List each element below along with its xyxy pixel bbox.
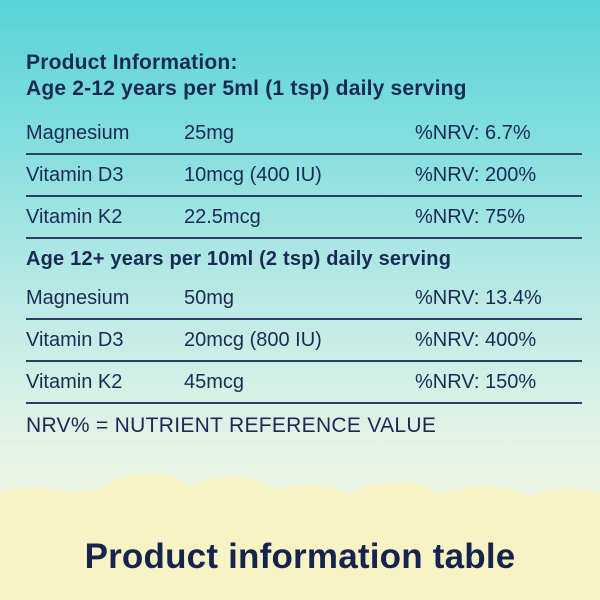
nutrient-nrv: %NRV: 150%	[415, 371, 537, 393]
table-row: Vitamin D3 20mcg (800 IU) %NRV: 400%	[26, 320, 582, 362]
banner-title: Product information table	[84, 537, 516, 576]
nutrient-table-age-12-plus: Magnesium 50mg %NRV: 13.4% Vitamin D3 20…	[26, 278, 582, 404]
nutrient-name: Vitamin D3	[26, 164, 124, 186]
cloud-banner-shape	[0, 473, 600, 600]
nutrient-nrv: %NRV: 13.4%	[415, 287, 542, 309]
nutrient-nrv: %NRV: 200%	[415, 164, 537, 186]
nutrient-name: Vitamin K2	[26, 371, 123, 393]
nutrient-name: Magnesium	[26, 287, 130, 309]
table-row: Vitamin K2 22.5mcg %NRV: 75%	[26, 197, 582, 239]
nutrient-amount: 45mcg	[184, 371, 245, 393]
nutrient-amount: 10mcg (400 IU)	[184, 164, 322, 186]
nutrient-name: Vitamin K2	[26, 206, 123, 228]
nutrient-table-age-2-12: Magnesium 25mg %NRV: 6.7% Vitamin D3 10m…	[26, 113, 582, 239]
nutrient-amount: 50mg	[184, 287, 235, 309]
age-2-12-heading: Age 2-12 years per 5ml (1 tsp) daily ser…	[26, 77, 467, 100]
nutrient-amount: 22.5mcg	[184, 206, 261, 228]
nutrient-amount: 25mg	[184, 122, 235, 144]
age-12-plus-heading: Age 12+ years per 10ml (2 tsp) daily ser…	[26, 248, 452, 270]
nutrient-nrv: %NRV: 6.7%	[415, 122, 531, 144]
title-block: Product Information: Age 2-12 years per …	[26, 50, 467, 102]
nutrient-nrv: %NRV: 75%	[415, 206, 526, 228]
nutrient-name: Vitamin D3	[26, 329, 124, 351]
table-row: Vitamin K2 45mcg %NRV: 150%	[26, 362, 582, 404]
table-row: Magnesium 50mg %NRV: 13.4%	[26, 278, 582, 320]
table-row: Magnesium 25mg %NRV: 6.7%	[26, 113, 582, 155]
nutrient-name: Magnesium	[26, 122, 130, 144]
nrv-footnote: NRV% = NUTRIENT REFERENCE VALUE	[26, 414, 437, 437]
cloud-shape	[0, 473, 600, 600]
nutrient-nrv: %NRV: 400%	[415, 329, 537, 351]
table-row: Vitamin D3 10mcg (400 IU) %NRV: 200%	[26, 155, 582, 197]
product-information-heading: Product Information:	[26, 51, 238, 74]
nutrient-amount: 20mcg (800 IU)	[184, 329, 322, 351]
